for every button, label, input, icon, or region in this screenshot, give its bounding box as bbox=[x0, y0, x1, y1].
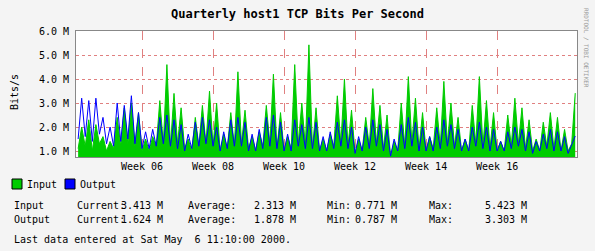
svg-text:Bits/s: Bits/s bbox=[9, 74, 20, 110]
svg-text:Last data entered at Sat May: Last data entered at Sat May 6 11:10:00 … bbox=[14, 234, 291, 245]
svg-text:2.0 M: 2.0 M bbox=[39, 122, 69, 133]
svg-text:3.413 M: 3.413 M bbox=[121, 200, 163, 211]
svg-text:Min:: Min: bbox=[327, 200, 351, 211]
svg-text:Average:: Average: bbox=[188, 214, 236, 225]
svg-text:2.313 M: 2.313 M bbox=[254, 200, 296, 211]
svg-text:Average:: Average: bbox=[188, 200, 236, 211]
svg-text:RRDTOOL / TOBI OETIKER: RRDTOOL / TOBI OETIKER bbox=[583, 8, 590, 88]
svg-text:Max:: Max: bbox=[429, 214, 453, 225]
svg-text:Input: Input bbox=[14, 200, 44, 211]
svg-text:Week 16: Week 16 bbox=[476, 161, 518, 172]
svg-text:5.0 M: 5.0 M bbox=[39, 50, 69, 61]
svg-text:0.787 M: 0.787 M bbox=[355, 214, 397, 225]
svg-text:Max:: Max: bbox=[429, 200, 453, 211]
svg-text:Week 10: Week 10 bbox=[263, 161, 305, 172]
svg-text:0.771 M: 0.771 M bbox=[355, 200, 397, 211]
svg-text:Week 12: Week 12 bbox=[334, 161, 376, 172]
svg-text:4.0 M: 4.0 M bbox=[39, 74, 69, 85]
svg-text:Week 06: Week 06 bbox=[121, 161, 163, 172]
svg-text:3.0 M: 3.0 M bbox=[39, 98, 69, 109]
svg-text:6.0 M: 6.0 M bbox=[39, 26, 69, 37]
svg-text:Output: Output bbox=[14, 214, 50, 225]
svg-text:Input: Input bbox=[27, 179, 57, 190]
svg-text:Quarterly host1 TCP Bits Per S: Quarterly host1 TCP Bits Per Second bbox=[171, 7, 424, 21]
svg-text:5.423 M: 5.423 M bbox=[485, 200, 527, 211]
svg-text:Week 08: Week 08 bbox=[192, 161, 234, 172]
svg-text:Week 14: Week 14 bbox=[405, 161, 447, 172]
svg-text:3.303 M: 3.303 M bbox=[485, 214, 527, 225]
svg-text:Current:: Current: bbox=[77, 200, 125, 211]
svg-text:Current:: Current: bbox=[77, 214, 125, 225]
svg-text:Min:: Min: bbox=[327, 214, 351, 225]
svg-text:Output: Output bbox=[80, 179, 116, 190]
svg-text:1.0 M: 1.0 M bbox=[39, 146, 69, 157]
svg-text:1.878 M: 1.878 M bbox=[254, 214, 296, 225]
svg-text:1.624 M: 1.624 M bbox=[121, 214, 163, 225]
